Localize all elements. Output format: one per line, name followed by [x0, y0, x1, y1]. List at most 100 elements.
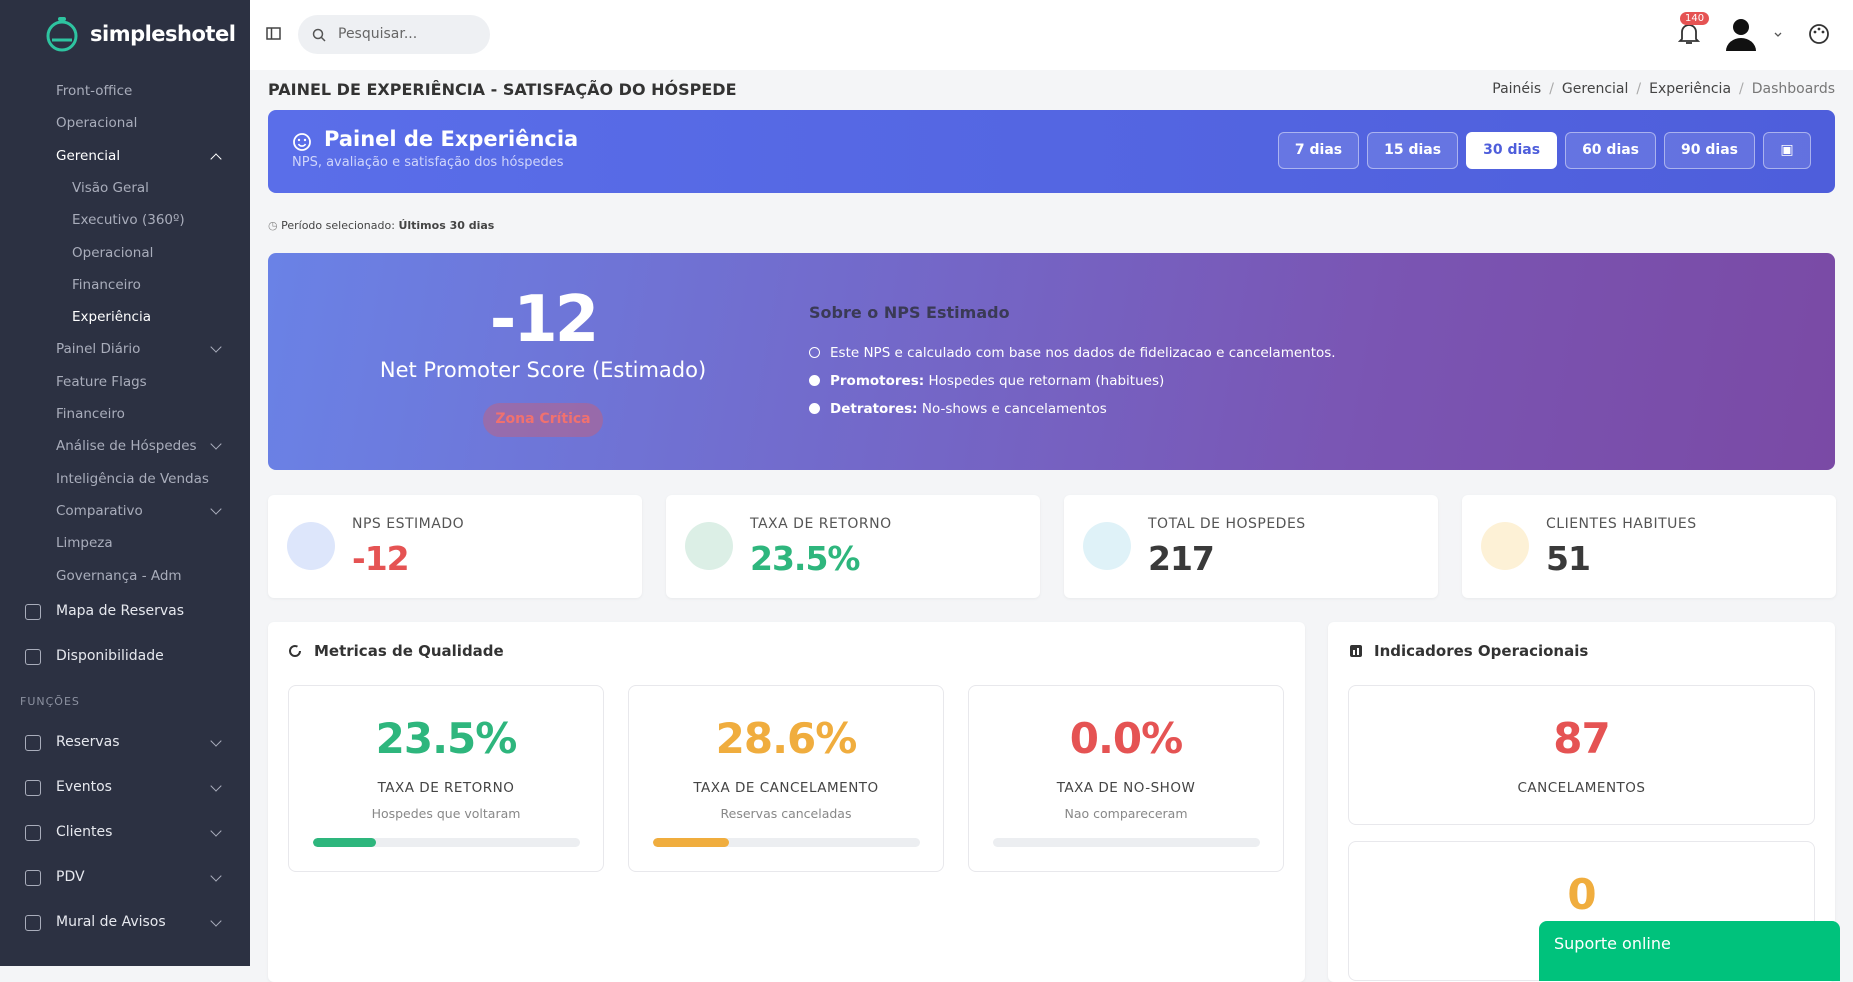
- page-title: PAINEL DE EXPERIÊNCIA - SATISFAÇÃO DO HÓ…: [268, 80, 737, 99]
- note-bold: Promotores:: [830, 373, 925, 389]
- nav-icon: [25, 604, 41, 620]
- metric-card: 0.0% TAXA DE NO-SHOW Nao compareceram: [968, 685, 1284, 872]
- nav-section: FUNÇÕES: [20, 695, 80, 708]
- breadcrumb-separator: /: [1549, 81, 1554, 97]
- metric-name: TAXA DE RETORNO: [377, 780, 515, 796]
- breadcrumb: Painéis / Gerencial / Experiência / Dashboards: [1492, 81, 1835, 97]
- theme-button[interactable]: [1808, 23, 1830, 45]
- nav-item[interactable]: Gerencial: [56, 147, 121, 164]
- note-text: No-shows e cancelamentos: [921, 401, 1107, 417]
- nav-chevron: [210, 438, 222, 450]
- nav-item[interactable]: Financeiro: [72, 276, 141, 293]
- notifications[interactable]: [1678, 22, 1700, 46]
- quality-icon: [289, 645, 301, 657]
- nav-icon: [25, 649, 41, 665]
- stat-card: TOTAL DE HOSPEDES 217: [1064, 495, 1438, 598]
- progress-track: [993, 838, 1260, 847]
- metric-desc: Reservas canceladas: [720, 806, 852, 821]
- nav-item[interactable]: PDV: [56, 869, 85, 885]
- nav-icon: [25, 735, 41, 751]
- progress-fill: [653, 838, 730, 847]
- stat-label: TOTAL DE HOSPEDES: [1148, 516, 1306, 532]
- search-input[interactable]: Pesquisar...: [298, 15, 490, 54]
- breadcrumb-item[interactable]: Painéis: [1492, 81, 1542, 97]
- nav-item[interactable]: Operacional: [72, 244, 154, 261]
- nav-item[interactable]: Disponibilidade: [56, 648, 164, 664]
- period-button[interactable]: 15 dias: [1367, 132, 1459, 169]
- metric-name: TAXA DE CANCELAMENTO: [693, 780, 879, 796]
- nav-item[interactable]: Comparativo: [56, 502, 143, 519]
- nav-chevron: [210, 735, 222, 747]
- operational-label: CANCELAMENTOS: [1517, 780, 1646, 796]
- period-button[interactable]: 60 dias: [1565, 132, 1657, 169]
- stat-icon: [1481, 522, 1529, 570]
- period-button[interactable]: 90 dias: [1664, 132, 1755, 169]
- period-button[interactable]: 30 dias: [1466, 132, 1558, 169]
- nav-item[interactable]: Governança - Adm: [56, 567, 182, 584]
- nav-icon: [25, 915, 41, 931]
- nav-item[interactable]: Experiência: [72, 309, 152, 326]
- period-buttons: 7 dias 15 dias 30 dias 60 dias 90 dias ▣: [1277, 132, 1811, 169]
- nav-item[interactable]: Inteligência de Vendas: [56, 470, 209, 487]
- breadcrumb-item[interactable]: Gerencial: [1561, 81, 1629, 97]
- operational-panel: Indicadores Operacionais 87 CANCELAMENTOS…: [1328, 622, 1835, 982]
- stat-card: NPS ESTIMADO -12: [268, 495, 642, 598]
- metric-value: 23.5%: [375, 714, 518, 763]
- toggle-sidebar[interactable]: [266, 26, 282, 42]
- stat-icon: [685, 522, 733, 570]
- stat-value: 51: [1546, 539, 1591, 578]
- period-note: ◷ Período selecionado: Últimos 30 dias: [268, 219, 495, 232]
- nps-note: Promotores: Hospedes que retornam (habit…: [809, 373, 1164, 389]
- user-menu[interactable]: [1726, 17, 1786, 53]
- nav-item[interactable]: Financeiro: [56, 406, 125, 422]
- calendar-button[interactable]: ▣: [1763, 132, 1811, 169]
- nav-item[interactable]: Executivo (360º): [72, 212, 185, 229]
- quality-panel: Metricas de Qualidade 23.5% TAXA DE RETOR…: [268, 622, 1305, 982]
- nav-icon: [25, 780, 41, 796]
- nav-item[interactable]: Visão Geral: [72, 179, 149, 196]
- note-text: Hospedes que retornam (habitues): [928, 373, 1165, 389]
- stat-icon: [287, 522, 335, 570]
- nav-item[interactable]: Painel Diário: [56, 341, 141, 358]
- nav-chevron: [210, 870, 222, 882]
- metric-card: 28.6% TAXA DE CANCELAMENTO Reservas cancel…: [628, 685, 944, 872]
- stat-card: TAXA DE RETORNO 23.5%: [666, 495, 1040, 598]
- nav-item[interactable]: Feature Flags: [56, 373, 147, 390]
- topbar: Pesquisar... 140: [250, 0, 1853, 70]
- operational-value: 87: [1553, 714, 1610, 763]
- operational-card: 87 CANCELAMENTOS: [1348, 685, 1815, 825]
- nav-item[interactable]: Análise de Hóspedes: [56, 438, 197, 455]
- operational-title: Indicadores Operacionais: [1374, 642, 1589, 660]
- smile-icon: [293, 133, 311, 151]
- nav-item[interactable]: Reservas: [56, 734, 120, 750]
- nav-item[interactable]: Mapa de Reservas: [56, 603, 185, 619]
- nav-item[interactable]: Operacional: [56, 115, 138, 132]
- period-note-value: Últimos 30 dias: [398, 219, 495, 232]
- nav-item[interactable]: Front-office: [56, 83, 133, 99]
- quality-title: Metricas de Qualidade: [314, 642, 504, 660]
- note-bold: Detratores:: [830, 401, 918, 417]
- nav-chevron: [210, 825, 222, 837]
- note-icon: [809, 403, 820, 414]
- metric-value: 28.6%: [715, 714, 858, 763]
- operational-icon: [1350, 645, 1362, 657]
- nav-item[interactable]: Limpeza: [56, 535, 113, 552]
- nps-score: -12: [489, 283, 600, 357]
- period-button[interactable]: 7 dias: [1277, 132, 1360, 169]
- stat-value: 217: [1148, 539, 1215, 578]
- breadcrumb-separator: /: [1636, 81, 1642, 97]
- nav-chevron: [210, 780, 222, 792]
- stat-icon: [1083, 522, 1131, 570]
- brand-name: simpleshotel: [90, 22, 236, 46]
- nav-item[interactable]: Eventos: [56, 779, 112, 795]
- nps-label: Net Promoter Score (Estimado): [379, 358, 707, 382]
- breadcrumb-item[interactable]: Experiência: [1649, 81, 1732, 97]
- note-icon: [809, 375, 820, 386]
- nav-item[interactable]: Clientes: [56, 824, 113, 840]
- nav-chevron: [210, 341, 222, 354]
- nav-item[interactable]: Mural de Avisos: [56, 914, 166, 930]
- nav-chevron: [210, 152, 222, 165]
- support-button[interactable]: Suporte online: [1539, 921, 1840, 981]
- progress-track: [313, 838, 580, 847]
- metric-card: 23.5% TAXA DE RETORNO Hospedes que voltara…: [288, 685, 604, 872]
